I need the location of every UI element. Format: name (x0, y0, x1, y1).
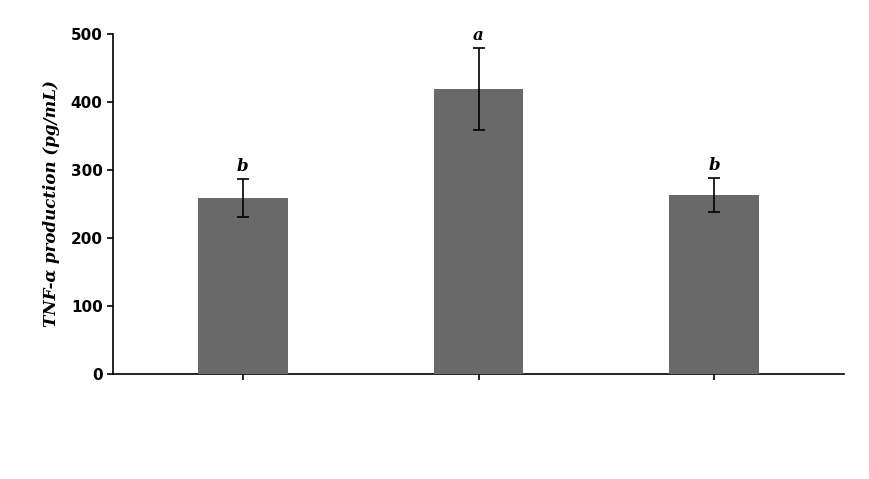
Bar (198, 198, 288, 374)
Text: a: a (473, 27, 483, 45)
Text: b: b (707, 157, 720, 174)
Bar (668, 195, 758, 374)
Text: b: b (236, 158, 249, 175)
Y-axis label: TNF-α production (pg/mL): TNF-α production (pg/mL) (43, 80, 59, 327)
Bar (434, 89, 522, 374)
